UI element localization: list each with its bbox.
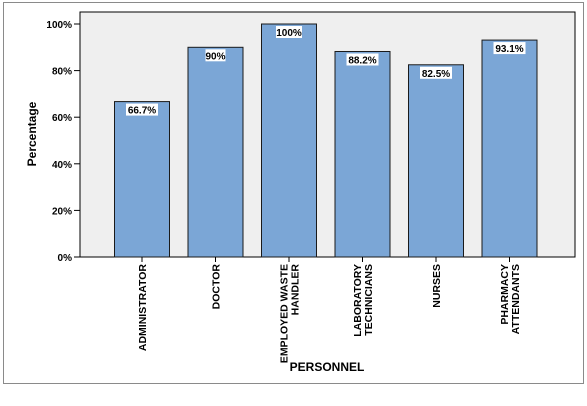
- x-tick-label: DOCTOR: [211, 264, 223, 310]
- bar: [334, 50, 391, 258]
- y-tick-label: 80%: [52, 67, 72, 78]
- x-tick-label-line: LABORATORY: [352, 264, 364, 337]
- x-tick-label-line: HANDLER: [290, 264, 302, 316]
- x-tick-label-line: EMPLOYED WASTE: [279, 264, 291, 363]
- bar: [114, 101, 170, 258]
- y-tick-label: 60%: [52, 113, 72, 124]
- data-label-box: [205, 49, 226, 62]
- bar: [261, 23, 317, 258]
- x-tick-label: ADMINISTRATOR: [137, 264, 149, 352]
- x-axis-labels: ADMINISTRATOR DOCTOR EMPLOYED WASTE HANDLER…: [137, 257, 522, 363]
- data-label: 88.2%: [348, 55, 376, 66]
- x-tick-label: PHARMACY ATTENDANTS: [499, 264, 522, 334]
- y-tick-label: 20%: [52, 206, 72, 217]
- x-tick-label-line: TECHNICIANS: [363, 264, 375, 336]
- x-tick-label-line: PHARMACY: [499, 264, 511, 325]
- y-axis-title: Percentage: [25, 101, 39, 166]
- x-tick-label-line: ADMINISTRATOR: [137, 264, 149, 352]
- data-label: 66.7%: [128, 106, 156, 117]
- x-axis-title: PERSONNEL: [290, 360, 365, 374]
- data-label-box: [493, 42, 526, 55]
- bar: [481, 39, 538, 258]
- y-axis: 0% 20% 40% 60% 80% 100%: [46, 20, 80, 264]
- x-tick-label: EMPLOYED WASTE HANDLER: [279, 264, 302, 364]
- data-label: 100%: [276, 28, 302, 39]
- data-label: 90%: [205, 51, 225, 62]
- data-label-box: [420, 66, 452, 79]
- y-tick-label: 0%: [58, 253, 73, 264]
- data-label-box: [126, 103, 158, 116]
- y-tick-label: 40%: [52, 160, 72, 171]
- y-tick-label: 100%: [46, 20, 72, 31]
- bar: [187, 46, 244, 258]
- data-label: 93.1%: [495, 44, 523, 55]
- data-label: 82.5%: [422, 69, 450, 80]
- x-tick-label-line: DOCTOR: [211, 264, 223, 310]
- data-label-box: [276, 26, 302, 38]
- x-tick-label-line: ATTENDANTS: [510, 264, 522, 334]
- bars: 66.7% 90% 100% 88.2% 82.5% 93.1%: [114, 23, 538, 258]
- data-label-box: [346, 53, 379, 66]
- x-tick-label: LABORATORY TECHNICIANS: [352, 264, 375, 337]
- x-tick-label: NURSES: [431, 264, 443, 308]
- bar: [408, 64, 464, 258]
- x-tick-label-line: NURSES: [431, 264, 443, 308]
